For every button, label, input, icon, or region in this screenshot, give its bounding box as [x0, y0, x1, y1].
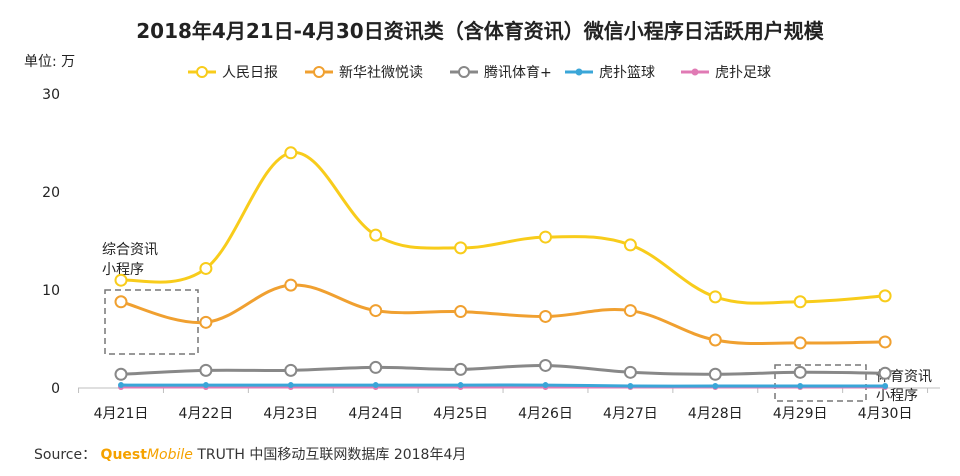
x-tick-label: 4月22日 — [179, 406, 234, 422]
legend-marker — [313, 66, 325, 78]
legend-item: 虎扑篮球 — [565, 65, 655, 81]
data-point — [287, 382, 294, 389]
y-tick-label: 10 — [42, 283, 60, 299]
legend-item: 新华社微悦读 — [305, 64, 423, 81]
data-point — [199, 261, 213, 275]
data-point — [202, 382, 209, 389]
data-point — [539, 358, 552, 372]
series-line — [119, 283, 887, 346]
data-point — [708, 367, 722, 381]
y-tick-label: 0 — [51, 381, 60, 397]
data-point — [454, 241, 468, 255]
data-point — [712, 383, 719, 390]
data-point — [454, 362, 468, 376]
annotation-box-sports — [774, 364, 867, 402]
x-tick-label: 4月21日 — [94, 406, 149, 422]
data-point — [369, 304, 383, 318]
source-label: Source： — [34, 447, 97, 463]
legend-marker — [458, 66, 470, 78]
data-point — [793, 336, 807, 350]
series-group — [114, 146, 892, 391]
data-point — [793, 365, 807, 379]
data-point — [454, 305, 468, 319]
data-point — [114, 273, 128, 287]
data-point — [878, 366, 892, 380]
data-point — [878, 335, 892, 349]
data-point — [199, 315, 213, 329]
data-point — [114, 295, 128, 309]
data-point — [372, 382, 379, 389]
x-tick-label: 4月29日 — [773, 406, 828, 422]
data-point — [457, 382, 464, 389]
data-point — [623, 304, 637, 318]
legend-item: 人民日报 — [188, 65, 278, 81]
series-2 — [114, 278, 892, 350]
data-point — [118, 382, 124, 389]
source-brand-mobile: Mobile — [146, 447, 193, 463]
source-text: TRUTH 中国移动互联网数据库 2018年4月 — [192, 447, 467, 463]
data-point — [369, 228, 383, 242]
annotation-comprehensive-line1: 综合资讯 — [102, 242, 158, 258]
series-line — [119, 363, 887, 376]
x-tick-label: 4月24日 — [348, 406, 403, 422]
legend-marker — [691, 68, 699, 76]
legend-label: 腾讯体育+ — [484, 64, 552, 81]
legend-label: 新华社微悦读 — [339, 64, 423, 81]
y-tick-label: 20 — [42, 185, 60, 201]
data-point — [114, 367, 128, 381]
data-point — [708, 333, 722, 347]
chart-title: 2018年4月21日-4月30日资讯类（含体育资讯）微信小程序日活跃用户规模 — [136, 19, 824, 43]
x-tick-label: 4月27日 — [603, 406, 658, 422]
data-point — [623, 365, 637, 379]
x-tick-label: 4月25日 — [433, 406, 488, 422]
data-point — [539, 309, 552, 323]
legend: 人民日报 新华社微悦读 腾讯体育+ 虎扑篮球 虎扑足球 — [188, 64, 771, 81]
data-point — [623, 238, 637, 252]
x-tick-label: 4月28日 — [688, 406, 743, 422]
series-3 — [114, 358, 892, 381]
annotation-comprehensive-line2: 小程序 — [102, 262, 144, 278]
legend-marker — [196, 66, 208, 78]
legend-label: 人民日报 — [222, 65, 278, 81]
data-point — [882, 383, 889, 390]
annotation-sports-line2: 小程序 — [876, 388, 918, 404]
series-line — [119, 383, 887, 388]
data-point — [708, 290, 722, 304]
data-point — [369, 360, 383, 374]
legend-item: 腾讯体育+ — [450, 64, 552, 81]
x-tick-label: 4月30日 — [858, 406, 913, 422]
source-note: Source： QuestMobile TRUTH 中国移动互联网数据库 201… — [34, 444, 466, 464]
data-point — [284, 146, 298, 160]
source-brand-quest: Quest — [100, 447, 147, 463]
data-point — [542, 382, 549, 389]
data-point — [797, 383, 804, 390]
data-point — [878, 289, 892, 303]
legend-item: 虎扑足球 — [681, 65, 771, 81]
data-point — [793, 295, 807, 309]
series-1 — [114, 146, 892, 309]
y-unit-label: 单位: 万 — [24, 54, 75, 70]
legend-label: 虎扑篮球 — [599, 65, 655, 81]
data-point — [199, 363, 213, 377]
data-point — [627, 383, 634, 390]
data-point — [284, 278, 298, 292]
y-tick-label: 30 — [42, 87, 60, 103]
series-line — [119, 151, 887, 305]
data-point — [539, 230, 552, 244]
x-tick-label: 4月26日 — [518, 406, 573, 422]
legend-marker — [575, 68, 583, 76]
series-4 — [118, 382, 889, 390]
legend-label: 虎扑足球 — [715, 65, 771, 81]
x-tick-label: 4月23日 — [263, 406, 318, 422]
data-point — [284, 363, 298, 377]
